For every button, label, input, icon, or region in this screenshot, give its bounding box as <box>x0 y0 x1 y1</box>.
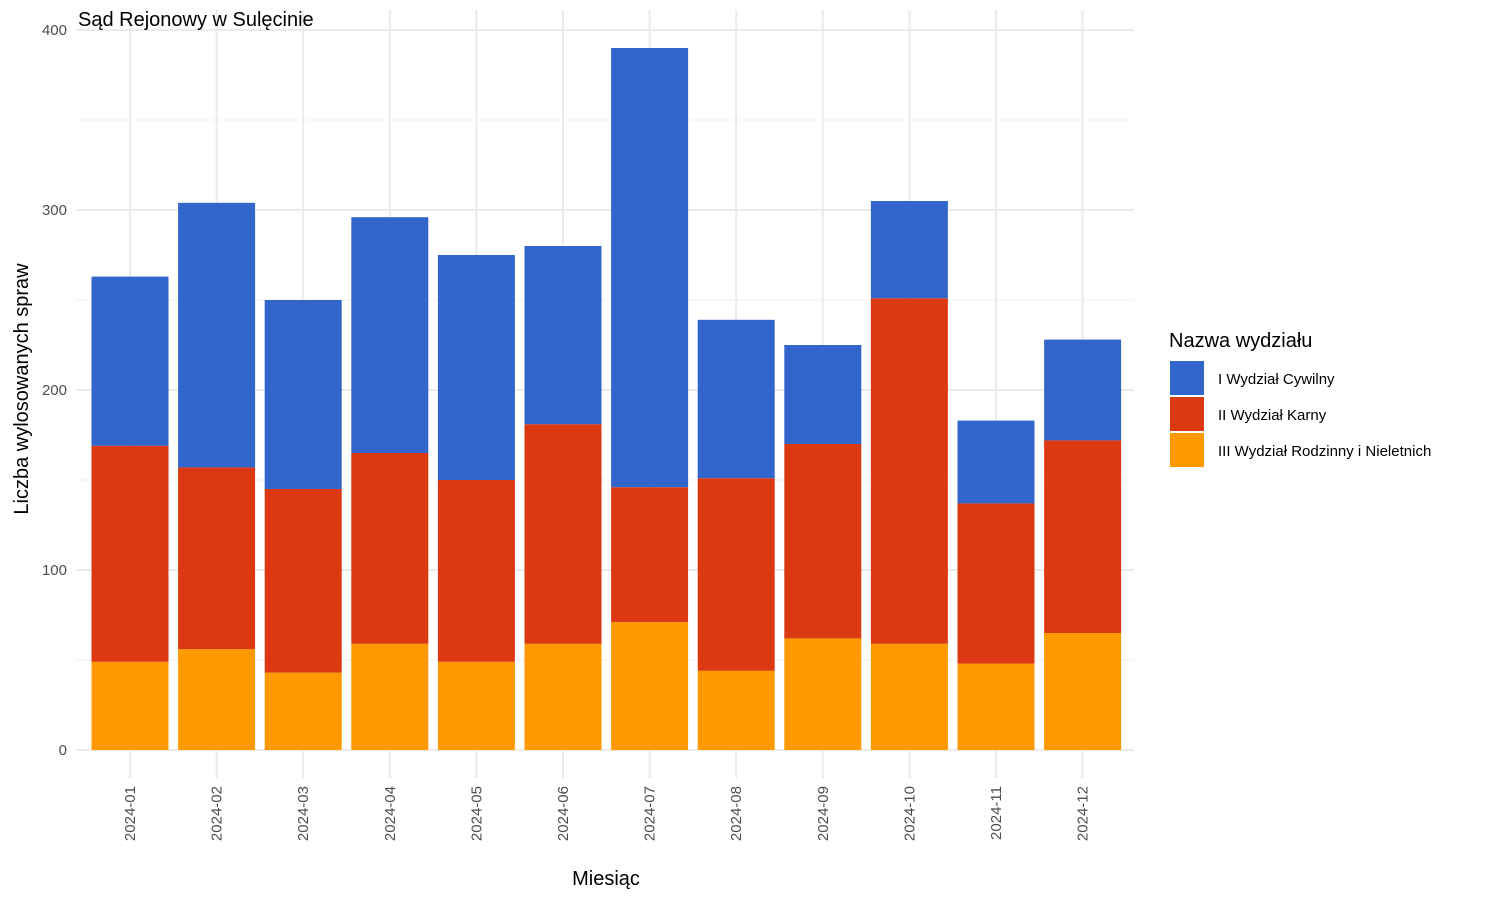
x-tick-label: 2024-09 <box>815 786 832 841</box>
bar-segment <box>91 661 169 750</box>
y-axis-ticks: 0 100 200 300 400 <box>42 22 67 759</box>
bar-segment <box>437 255 515 480</box>
bars <box>91 48 1122 750</box>
x-tick-label: 2024-04 <box>382 786 399 841</box>
bar-segment <box>524 246 602 425</box>
bar-segment <box>524 424 602 644</box>
bar-segment <box>957 663 1035 750</box>
bar-segment <box>351 643 429 750</box>
y-tick-label: 300 <box>42 202 67 219</box>
chart-title: Sąd Rejonowy w Sulęcinie <box>78 9 314 31</box>
y-tick-label: 100 <box>42 562 67 579</box>
bar-segment <box>611 48 689 488</box>
x-axis-ticks: 2024-01 2024-02 2024-03 2024-04 2024-05 2024-… <box>122 786 1092 841</box>
bar-segment <box>1044 339 1122 441</box>
x-tick-label: 2024-05 <box>468 786 485 841</box>
legend-swatch <box>1170 433 1204 467</box>
y-axis-title: Liczba wylosowanych spraw <box>11 263 33 515</box>
y-tick-label: 400 <box>42 22 67 39</box>
y-tick-label: 200 <box>42 382 67 399</box>
bar-segment <box>1044 633 1122 750</box>
bar-segment <box>351 453 429 644</box>
x-tick-label: 2024-12 <box>1075 786 1092 841</box>
bar-segment <box>178 649 256 750</box>
bar-segment <box>697 319 775 479</box>
bar-segment <box>611 622 689 750</box>
bar-segment <box>351 217 429 453</box>
x-tick-label: 2024-07 <box>642 786 659 841</box>
bar-segment <box>870 643 948 750</box>
bar-segment <box>91 276 169 446</box>
bar-segment <box>91 445 169 662</box>
bar-segment <box>178 467 256 650</box>
x-tick-label: 2024-06 <box>555 786 572 841</box>
legend-label: III Wydział Rodzinny i Nieletnich <box>1218 443 1431 460</box>
bar-segment <box>957 503 1035 664</box>
bar-segment <box>437 661 515 750</box>
bar-segment <box>697 478 775 671</box>
bar-segment <box>1044 440 1122 633</box>
bar-segment <box>957 420 1035 504</box>
x-axis-title: Miesiąc <box>572 868 640 890</box>
legend: Nazwa wydziału I Wydział Cywilny II Wydzi… <box>1169 330 1431 467</box>
legend-title: Nazwa wydziału <box>1169 330 1312 352</box>
x-tick-label: 2024-08 <box>728 786 745 841</box>
x-tick-label: 2024-11 <box>988 786 1005 840</box>
x-tick-label: 2024-10 <box>901 786 918 841</box>
y-tick-label: 0 <box>59 742 67 759</box>
legend-swatch <box>1170 397 1204 431</box>
bar-segment <box>870 201 948 299</box>
bar-segment <box>524 643 602 750</box>
bar-segment <box>870 298 948 644</box>
legend-swatch <box>1170 361 1204 395</box>
bar-segment <box>611 487 689 623</box>
bar-segment <box>784 638 862 750</box>
bar-segment <box>784 444 862 639</box>
bar-segment <box>264 489 342 673</box>
x-tick-label: 2024-02 <box>209 786 226 841</box>
legend-label: II Wydział Karny <box>1218 407 1327 424</box>
bar-segment <box>264 300 342 489</box>
x-tick-label: 2024-01 <box>122 786 139 841</box>
legend-label: I Wydział Cywilny <box>1218 371 1335 388</box>
bar-segment <box>178 202 256 468</box>
bar-segment <box>697 670 775 750</box>
bar-segment <box>437 480 515 662</box>
bar-segment <box>784 345 862 444</box>
x-tick-label: 2024-03 <box>295 786 312 841</box>
bar-segment <box>264 672 342 750</box>
